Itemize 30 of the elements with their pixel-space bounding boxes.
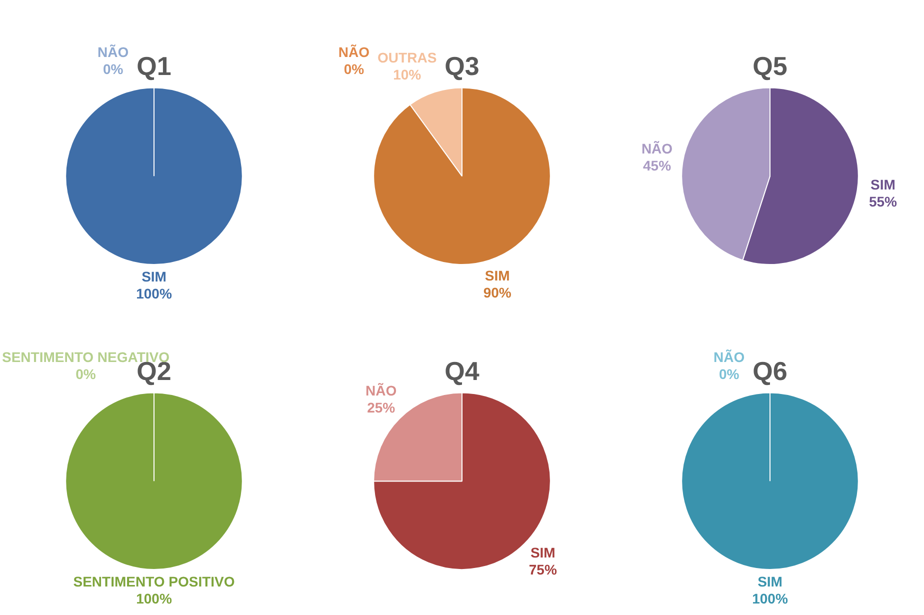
category-label: NÃO: [714, 349, 745, 366]
slice-label: SIM: [870, 176, 896, 192]
text: 0%: [344, 61, 364, 78]
category-label: NÃO: [98, 44, 129, 60]
chart-title: Q3: [444, 50, 480, 81]
slice-label: SIM: [758, 573, 782, 590]
slice-label: NÃO: [366, 382, 397, 399]
slice-label: SENTIMENTO POSITIVO: [73, 573, 235, 590]
chart-title: Q5: [752, 50, 788, 81]
slice-label: SIM: [530, 544, 556, 560]
text: 0%: [76, 366, 96, 382]
data-label: 10%: [393, 66, 422, 83]
data-label: 100%: [136, 590, 172, 606]
slice-label: NÃO: [641, 140, 673, 157]
chart-title: Q1: [136, 50, 172, 81]
slice-label: OUTRAS: [378, 50, 437, 66]
data-label: 100%: [136, 285, 172, 302]
chart-title: Q4: [444, 356, 480, 386]
data-label: 100%: [752, 590, 788, 606]
category-label: NÃO: [338, 44, 370, 60]
slice-label: SIM: [484, 267, 510, 284]
data-label: 45%: [642, 158, 672, 174]
text: 0%: [718, 366, 740, 382]
data-label: 75%: [528, 561, 558, 578]
data-label: 55%: [868, 193, 898, 210]
slice-label: SIM: [142, 268, 166, 284]
data-label: 90%: [483, 284, 512, 300]
chart-title: Q6: [752, 356, 788, 386]
data-label: 25%: [367, 400, 396, 416]
text: 0%: [102, 61, 124, 78]
